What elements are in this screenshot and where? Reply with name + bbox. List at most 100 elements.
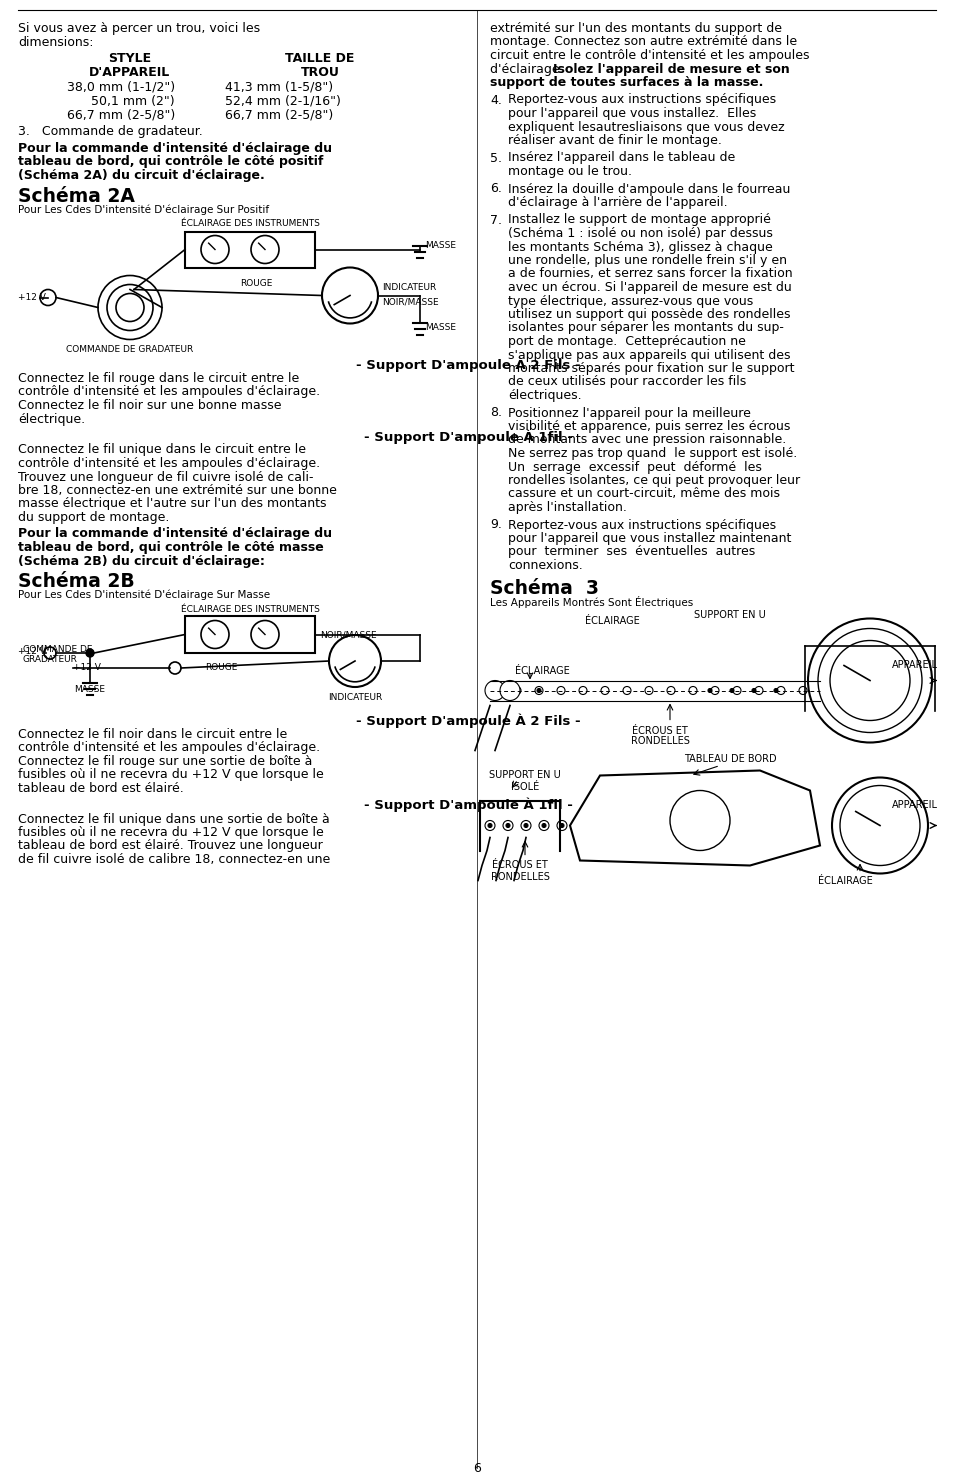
Text: 9.: 9. <box>490 519 501 531</box>
Text: +12 V: +12 V <box>18 648 46 656</box>
Circle shape <box>751 689 755 692</box>
Text: s'applique pas aux appareils qui utilisent des: s'applique pas aux appareils qui utilise… <box>507 348 790 361</box>
Circle shape <box>729 689 733 692</box>
Text: TROU: TROU <box>300 65 339 78</box>
Text: ÉCLAIRAGE: ÉCLAIRAGE <box>584 615 639 625</box>
Circle shape <box>559 823 563 827</box>
Text: de ceux utilisés pour raccorder les fils: de ceux utilisés pour raccorder les fils <box>507 376 745 388</box>
Circle shape <box>251 621 278 649</box>
Text: rondelles isolantes, ce qui peut provoquer leur: rondelles isolantes, ce qui peut provoqu… <box>507 473 800 487</box>
Circle shape <box>169 662 181 674</box>
Text: cassure et un court-circuit, même des mois: cassure et un court-circuit, même des mo… <box>507 488 780 500</box>
Text: électrique.: électrique. <box>18 413 85 425</box>
Text: Schéma  3: Schéma 3 <box>490 578 598 597</box>
Circle shape <box>515 689 518 692</box>
Circle shape <box>520 820 531 830</box>
Text: ÉCLAIRAGE DES INSTRUMENTS: ÉCLAIRAGE DES INSTRUMENTS <box>180 220 319 229</box>
Text: les montants Schéma 3), glissez à chaque: les montants Schéma 3), glissez à chaque <box>507 240 772 254</box>
Text: D'APPAREIL: D'APPAREIL <box>90 65 171 78</box>
Text: masse électrique et l'autre sur l'un des montants: masse électrique et l'autre sur l'un des… <box>18 497 326 510</box>
Text: Connectez le fil noir sur une bonne masse: Connectez le fil noir sur une bonne mass… <box>18 400 281 412</box>
Circle shape <box>523 823 527 827</box>
Circle shape <box>40 289 56 305</box>
Text: - Support D'ampoule À 2 Fils -: - Support D'ampoule À 2 Fils - <box>355 712 579 727</box>
Circle shape <box>502 820 513 830</box>
Text: électriques.: électriques. <box>507 389 581 403</box>
Text: d'éclairage.: d'éclairage. <box>490 62 567 75</box>
Text: après l'installation.: après l'installation. <box>507 502 626 513</box>
Text: une rondelle, plus une rondelle frein s'il y en: une rondelle, plus une rondelle frein s'… <box>507 254 786 267</box>
Circle shape <box>322 267 377 323</box>
Circle shape <box>799 686 806 695</box>
Text: ISOLÉ: ISOLÉ <box>511 782 538 792</box>
Circle shape <box>707 689 711 692</box>
Text: ROUGE: ROUGE <box>205 662 237 673</box>
Text: 4.: 4. <box>490 93 501 106</box>
Text: (Schéma 2A) du circuit d'éclairage.: (Schéma 2A) du circuit d'éclairage. <box>18 170 265 181</box>
Text: +12 V: +12 V <box>73 662 101 673</box>
Text: port de montage.  Cetteprécaution ne: port de montage. Cetteprécaution ne <box>507 335 745 348</box>
Text: MASSE: MASSE <box>74 684 106 695</box>
Circle shape <box>513 686 520 695</box>
Circle shape <box>484 820 495 830</box>
Text: tableau de bord, qui contrôle le côté positif: tableau de bord, qui contrôle le côté po… <box>18 155 323 168</box>
Circle shape <box>329 636 380 687</box>
Circle shape <box>557 820 566 830</box>
Text: montants séparés pour fixation sur le support: montants séparés pour fixation sur le su… <box>507 361 794 375</box>
Text: Trouvez une longueur de fil cuivre isolé de cali-: Trouvez une longueur de fil cuivre isolé… <box>18 471 314 484</box>
Circle shape <box>773 689 778 692</box>
Bar <box>185 232 314 267</box>
Text: pour l'appareil que vous installez maintenant: pour l'appareil que vous installez maint… <box>507 532 791 544</box>
Text: Isolez l'appareil de mesure et son: Isolez l'appareil de mesure et son <box>553 62 789 75</box>
Circle shape <box>44 648 56 659</box>
Text: utilisez un support qui possède des rondelles: utilisez un support qui possède des rond… <box>507 308 790 322</box>
Text: TABLEAU DE BORD: TABLEAU DE BORD <box>683 754 776 764</box>
Text: +12 V: +12 V <box>18 294 46 302</box>
Text: de montants avec une pression raisonnable.: de montants avec une pression raisonnabl… <box>507 434 785 447</box>
Circle shape <box>600 686 608 695</box>
Text: NOIR/MASSE: NOIR/MASSE <box>381 298 438 307</box>
Text: Connectez le fil noir dans le circuit entre le: Connectez le fil noir dans le circuit en… <box>18 727 287 740</box>
Text: Un  serrage  excessif  peut  déformé  les: Un serrage excessif peut déformé les <box>507 460 761 473</box>
Circle shape <box>710 686 719 695</box>
Text: fusibles où il ne recevra du +12 V que lorsque le: fusibles où il ne recevra du +12 V que l… <box>18 826 323 839</box>
Text: SUPPORT EN U: SUPPORT EN U <box>694 611 765 621</box>
Text: Reportez-vous aux instructions spécifiques: Reportez-vous aux instructions spécifiqu… <box>507 519 776 531</box>
Text: 8.: 8. <box>490 407 501 419</box>
Text: ROUGE: ROUGE <box>240 279 273 289</box>
Polygon shape <box>569 770 820 866</box>
Text: 41,3 mm (1-5/8"): 41,3 mm (1-5/8") <box>225 81 333 94</box>
Text: - Support D'ampoule À 1fil -: - Support D'ampoule À 1fil - <box>363 429 572 444</box>
Text: type électrique, assurez-vous que vous: type électrique, assurez-vous que vous <box>507 295 753 307</box>
Circle shape <box>251 236 278 264</box>
Circle shape <box>499 680 519 701</box>
Circle shape <box>776 686 784 695</box>
Circle shape <box>126 286 133 294</box>
Circle shape <box>505 823 510 827</box>
Text: STYLE: STYLE <box>109 52 152 65</box>
Circle shape <box>829 640 909 720</box>
Text: APPAREIL: APPAREIL <box>891 801 937 810</box>
Text: 6: 6 <box>473 1462 480 1475</box>
Text: tableau de bord est élairé.: tableau de bord est élairé. <box>18 782 184 795</box>
Text: 6.: 6. <box>490 183 501 196</box>
Text: Installez le support de montage approprié: Installez le support de montage appropri… <box>507 214 770 227</box>
Circle shape <box>537 689 540 692</box>
Text: 66,7 mm (2-5/8"): 66,7 mm (2-5/8") <box>67 108 174 121</box>
Circle shape <box>578 686 586 695</box>
Circle shape <box>831 777 927 873</box>
Text: Pour la commande d'intensité d'éclairage du: Pour la commande d'intensité d'éclairage… <box>18 142 332 155</box>
Circle shape <box>754 686 762 695</box>
Text: a de fournies, et serrez sans forcer la fixation: a de fournies, et serrez sans forcer la … <box>507 267 792 280</box>
Text: contrôle d'intensité et les ampoules d'éclairage.: contrôle d'intensité et les ampoules d'é… <box>18 740 320 754</box>
Text: ÉCLAIRAGE DES INSTRUMENTS: ÉCLAIRAGE DES INSTRUMENTS <box>180 605 319 614</box>
Text: 66,7 mm (2-5/8"): 66,7 mm (2-5/8") <box>225 108 333 121</box>
Text: de fil cuivre isolé de calibre 18, connectez-en une: de fil cuivre isolé de calibre 18, conne… <box>18 853 330 866</box>
Circle shape <box>538 820 548 830</box>
Text: montage. Connectez son autre extrémité dans le: montage. Connectez son autre extrémité d… <box>490 35 797 49</box>
Text: contrôle d'intensité et les ampoules d'éclairage.: contrôle d'intensité et les ampoules d'é… <box>18 457 320 471</box>
Text: Connectez le fil rouge sur une sortie de boîte à: Connectez le fil rouge sur une sortie de… <box>18 755 312 767</box>
Text: extrémité sur l'un des montants du support de: extrémité sur l'un des montants du suppo… <box>490 22 781 35</box>
Text: INDICATEUR: INDICATEUR <box>328 693 382 702</box>
Text: Ne serrez pas trop quand  le support est isolé.: Ne serrez pas trop quand le support est … <box>507 447 797 460</box>
